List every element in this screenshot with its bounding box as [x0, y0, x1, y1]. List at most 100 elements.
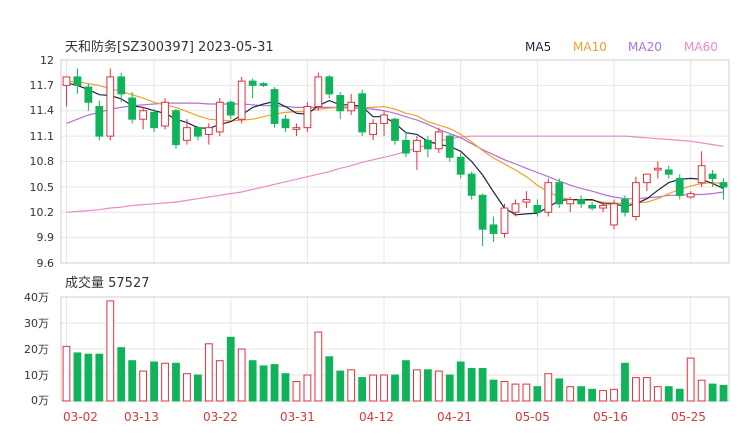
- candle-body: [599, 204, 607, 209]
- volume-bar: [413, 369, 421, 402]
- candle-body: [347, 101, 356, 112]
- legend-ma60: MA60: [684, 40, 718, 54]
- candle-body: [478, 194, 487, 230]
- volume-bar: [237, 348, 246, 402]
- volume-bar: [380, 374, 388, 402]
- volume-bar: [500, 381, 509, 402]
- volume-bar: [369, 374, 377, 402]
- candle-body: [73, 76, 82, 86]
- volume-bar: [719, 384, 728, 402]
- candle-body: [303, 106, 312, 129]
- candle-body: [610, 203, 618, 226]
- ma20-line: [66, 102, 724, 200]
- volume-bar: [555, 378, 564, 402]
- candle-body: [380, 114, 388, 124]
- volume-bar: [544, 373, 553, 402]
- candle-body: [150, 111, 158, 129]
- price-tick-label: 9.9: [37, 231, 55, 244]
- volume-bar: [281, 373, 290, 402]
- candle-body: [522, 199, 531, 203]
- price-tick-label: 10.8: [30, 155, 55, 168]
- candle-body: [292, 127, 301, 130]
- volume-bar: [150, 361, 158, 402]
- candle-body: [270, 89, 279, 124]
- volume-layer: [62, 300, 728, 402]
- volume-bar: [193, 374, 202, 402]
- volume-bar: [686, 357, 695, 402]
- volume-bar: [434, 370, 443, 402]
- legend-ma20: MA20: [628, 40, 662, 54]
- candle-body: [500, 207, 509, 234]
- volume-bar: [358, 377, 367, 402]
- volume-bar: [128, 360, 137, 402]
- price-tick-label: 11.7: [30, 79, 55, 92]
- volume-bar: [314, 331, 323, 402]
- volume-bar: [533, 386, 542, 402]
- volume-bar: [248, 360, 257, 402]
- candle-body: [215, 101, 224, 133]
- volume-tick-label: 10万: [24, 369, 49, 382]
- volume-bar: [456, 361, 465, 402]
- date-tick-label: 03-13: [124, 410, 159, 424]
- price-tick-label: 11.4: [30, 104, 55, 117]
- volume-tick-label: 0万: [31, 394, 49, 407]
- date-tick-label: 04-21: [437, 410, 472, 424]
- candle-body: [314, 76, 323, 108]
- candle-body: [391, 118, 399, 141]
- date-tick-label: 03-02: [63, 410, 98, 424]
- candle-body: [62, 76, 71, 86]
- candle-body: [117, 76, 126, 95]
- volume-bar: [577, 386, 586, 402]
- candle-body: [423, 139, 432, 150]
- volume-bar: [708, 383, 717, 402]
- volume-bar: [588, 388, 597, 402]
- price-tick-label: 10.5: [30, 181, 55, 194]
- volume-bar: [423, 369, 432, 402]
- candle-body: [281, 118, 290, 129]
- candle-body: [588, 204, 597, 209]
- volume-bar: [172, 362, 180, 402]
- candle-body: [204, 127, 213, 135]
- volume-bar: [347, 369, 356, 402]
- volume-bar: [445, 374, 454, 402]
- volume-bar: [73, 352, 82, 402]
- candle-body: [708, 173, 717, 179]
- legend-ma10: MA10: [573, 40, 607, 54]
- volume-bar: [632, 377, 640, 402]
- volume-bar: [259, 365, 268, 402]
- candle-body: [402, 139, 410, 154]
- volume-bar: [215, 360, 224, 402]
- volume-bar: [642, 377, 651, 402]
- volume-bar: [336, 370, 345, 402]
- candle-body: [489, 224, 498, 234]
- volume-bar: [117, 347, 126, 402]
- volume-bar: [106, 300, 115, 402]
- volume-bar: [489, 379, 498, 402]
- price-tick-label: 12: [40, 54, 54, 67]
- legend-ma5: MA5: [525, 40, 551, 54]
- candle-body: [84, 86, 93, 103]
- candle-body: [358, 93, 367, 133]
- date-tick-label: 03-22: [203, 410, 238, 424]
- candle-body: [369, 122, 377, 135]
- volume-bar: [467, 368, 476, 402]
- candle-body: [161, 101, 169, 127]
- volume-bar: [599, 390, 607, 402]
- candle-body: [566, 199, 575, 205]
- candle-body: [653, 167, 662, 171]
- volume-title: 成交量 57527: [65, 275, 150, 291]
- candle-body: [445, 135, 454, 158]
- date-tick-label: 05-16: [593, 410, 628, 424]
- volume-bar: [511, 383, 520, 402]
- candle-body: [632, 182, 640, 217]
- volume-bar: [402, 360, 410, 402]
- candle-body: [621, 199, 629, 213]
- candle-body: [456, 156, 465, 175]
- candle-body: [259, 83, 268, 86]
- volume-bar: [478, 368, 487, 402]
- volume-bar: [292, 381, 301, 402]
- volume-bar: [653, 386, 662, 402]
- volume-bar: [62, 345, 71, 402]
- volume-bar: [139, 370, 148, 402]
- volume-tick-label: 30万: [24, 317, 49, 330]
